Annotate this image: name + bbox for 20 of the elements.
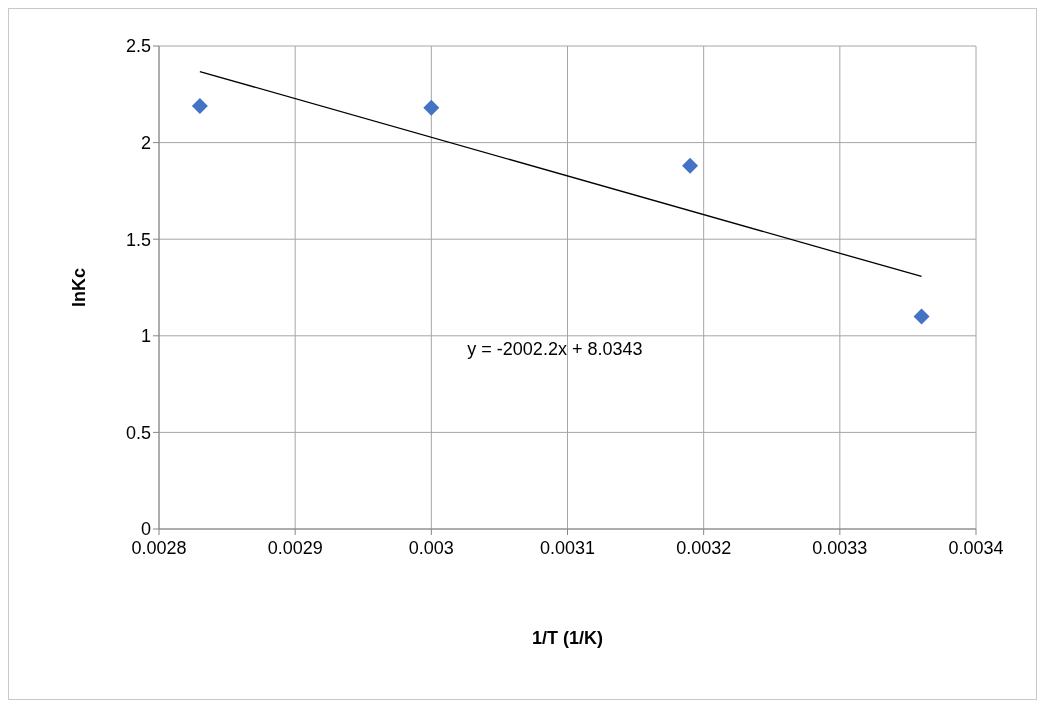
y-axis-title: lnKc [69, 267, 90, 308]
x-tick-label: 0.003 [408, 537, 454, 558]
y-tick-label: 0.5 [125, 422, 151, 443]
annotation: y = -2002.2x + 8.0343 [467, 339, 643, 361]
point [682, 157, 699, 174]
x-tick-label: 0.0034 [948, 537, 1004, 558]
y-tick-label: 1.5 [125, 229, 151, 250]
y-tick-label: 1 [140, 326, 151, 347]
point [191, 97, 208, 114]
point [423, 99, 440, 116]
y-tick-label: 0 [140, 519, 151, 540]
x-tick-label: 0.0032 [676, 537, 732, 558]
x-tick-label: 0.0029 [267, 537, 323, 558]
x-axis-title: 1/T (1/K) [531, 628, 604, 648]
y-tick-label: 2 [140, 132, 151, 153]
x-tick-label: 0.0031 [539, 537, 596, 558]
point [913, 308, 930, 325]
x-tick-label: 0.0033 [812, 537, 868, 558]
x-tick-label: 0.0028 [131, 537, 187, 558]
y-tick-label: 2.5 [125, 36, 151, 57]
